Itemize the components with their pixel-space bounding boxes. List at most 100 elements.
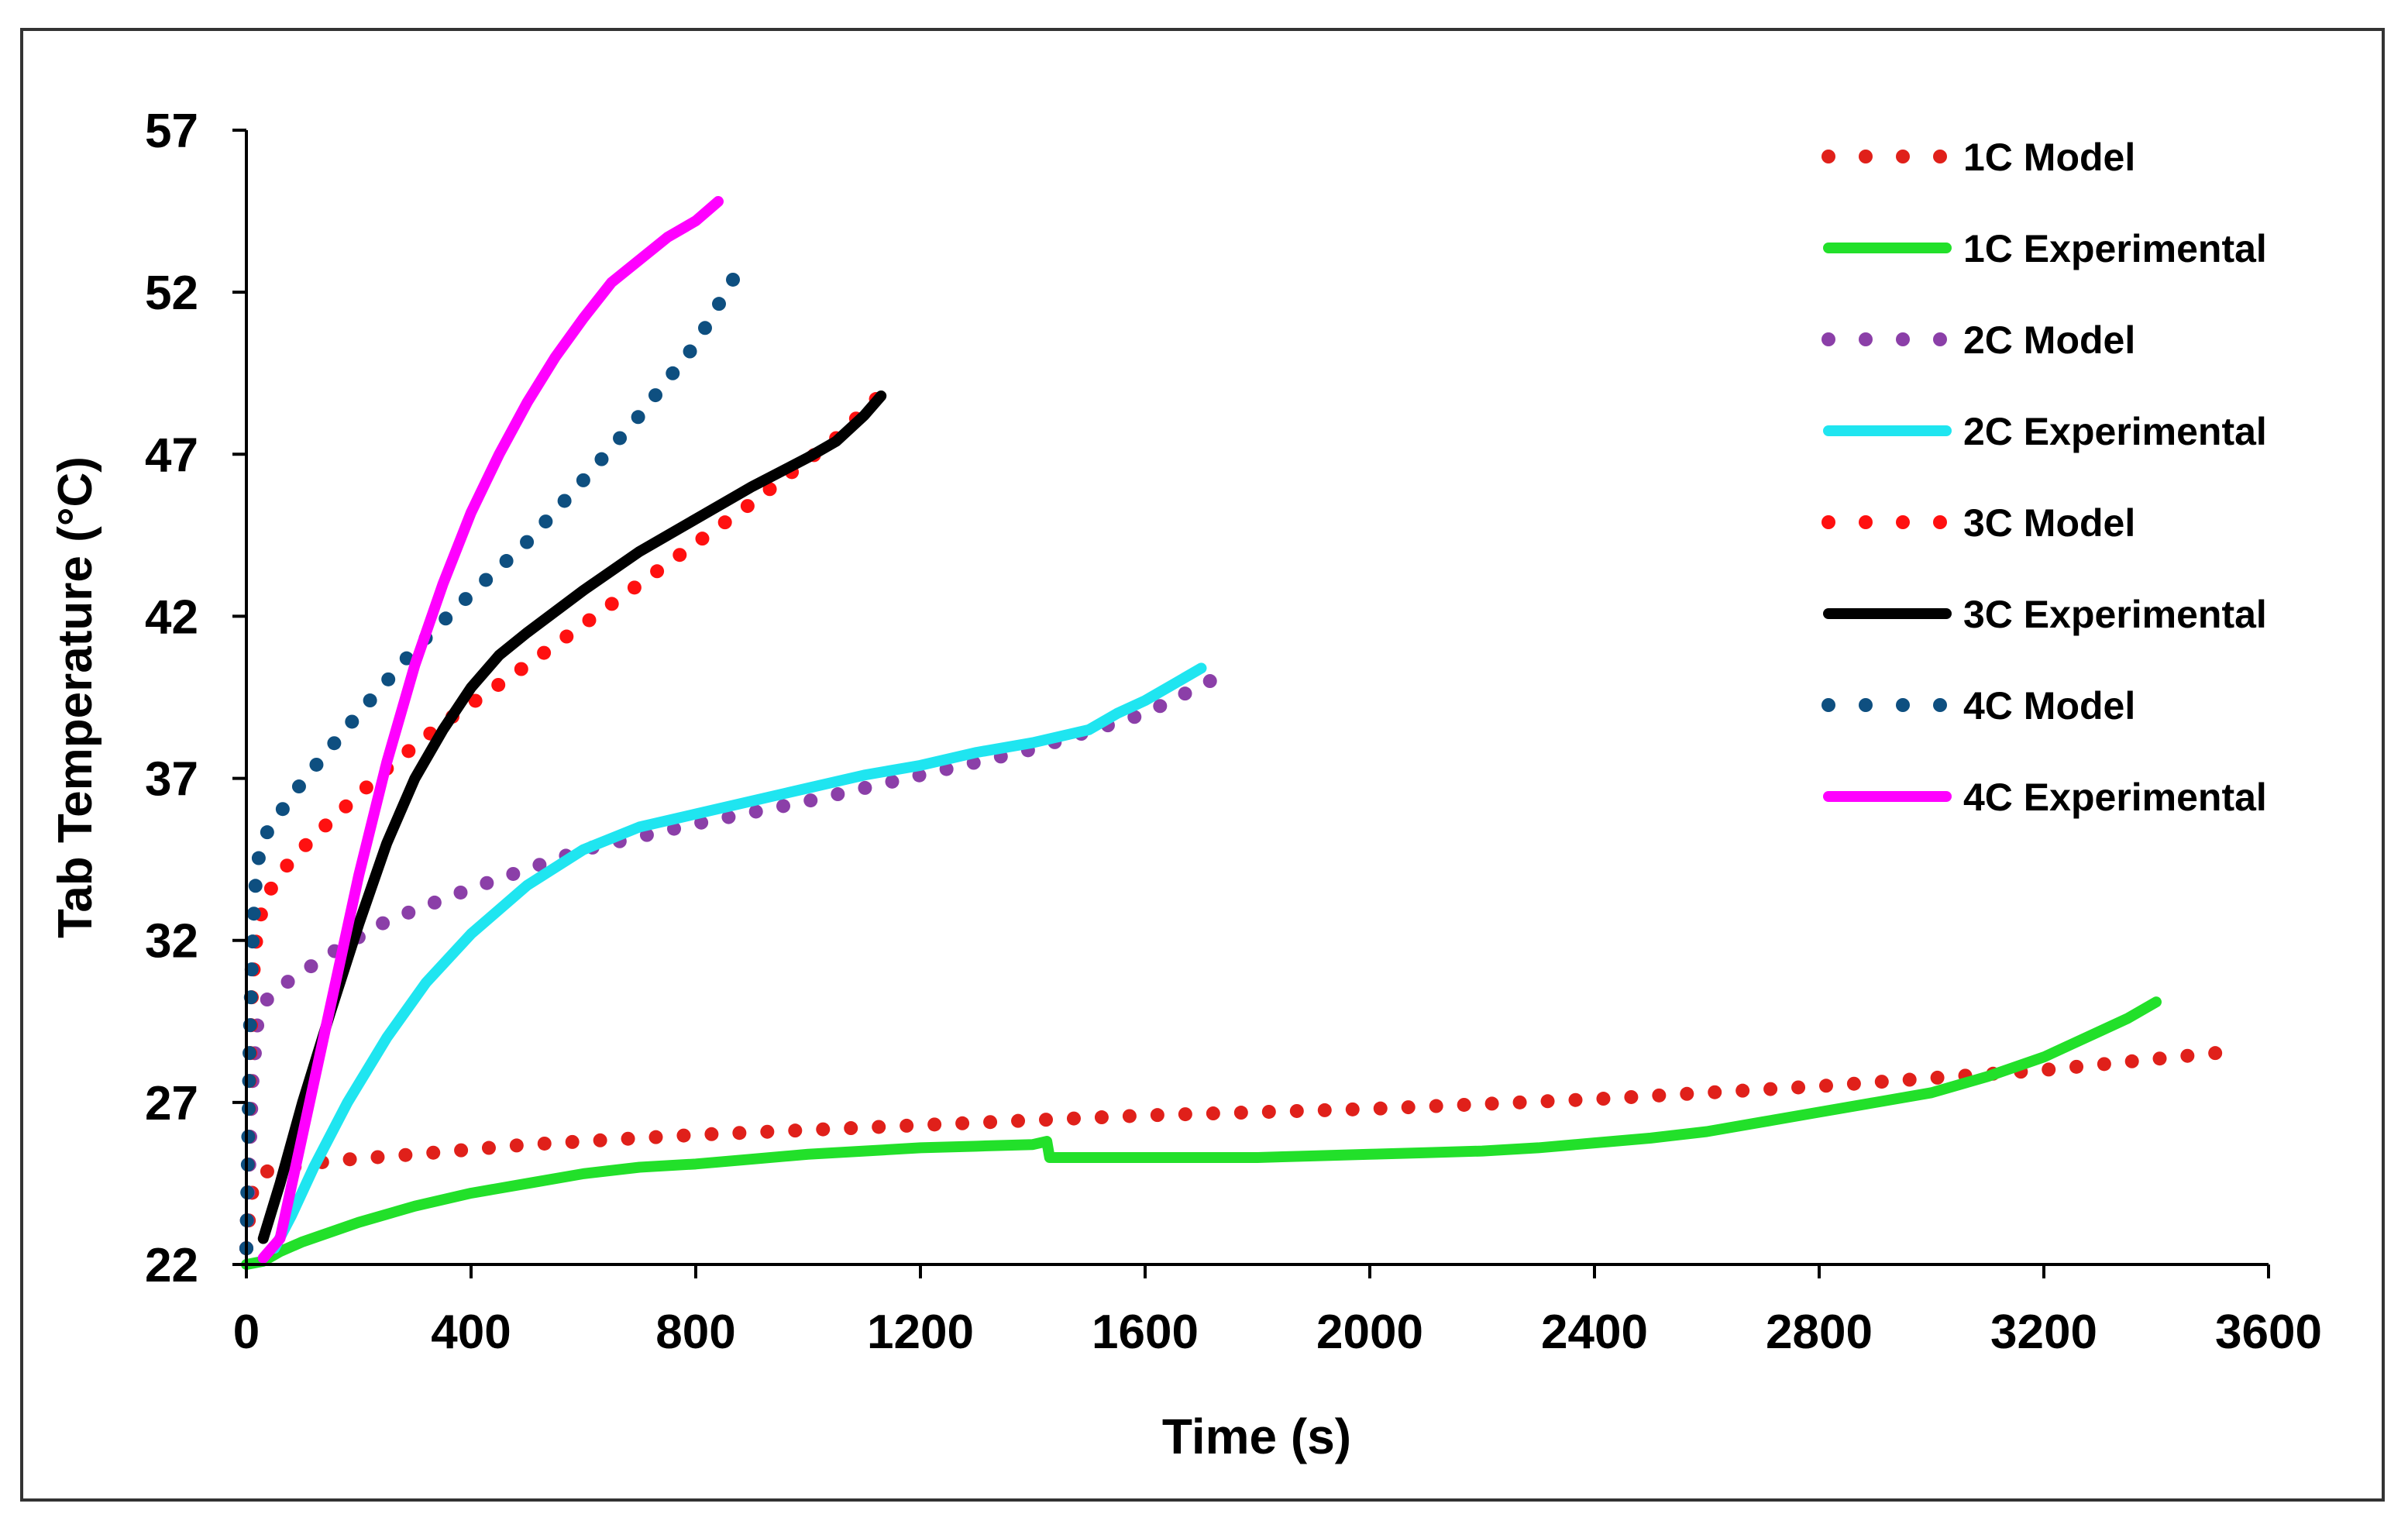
x-ticks: 0 400 800 1200 1600 2000 2400 2800 3200 3600 <box>233 1264 2322 1359</box>
data-point <box>1540 1094 1555 1109</box>
x-tick-label: 0 <box>233 1306 260 1359</box>
data-point <box>694 815 709 830</box>
data-point <box>1233 1106 1248 1120</box>
data-point <box>844 1121 858 1136</box>
data-point <box>712 297 727 311</box>
data-point <box>359 780 373 795</box>
data-point <box>309 757 324 772</box>
data-point <box>339 799 353 814</box>
data-point <box>538 514 553 529</box>
x-tick-label: 400 <box>431 1306 511 1359</box>
data-point <box>246 934 260 949</box>
data-point <box>1680 1086 1694 1101</box>
data-point <box>666 366 680 380</box>
data-point <box>627 580 642 595</box>
legend-label: 3C Model <box>1963 501 2135 545</box>
data-point <box>983 1115 998 1130</box>
data-point <box>1066 1111 1081 1126</box>
data-point <box>762 482 777 497</box>
data-point <box>506 866 521 881</box>
data-point <box>280 858 294 873</box>
data-point <box>1930 1070 1945 1085</box>
legend-item: 1C Model <box>1821 136 2135 179</box>
data-point <box>499 554 514 569</box>
data-point <box>242 1074 256 1089</box>
data-point <box>399 651 414 666</box>
data-point <box>1846 1076 1861 1091</box>
legend-swatch-dot <box>1821 515 1835 529</box>
data-point <box>1345 1102 1360 1116</box>
x-tick-label: 1200 <box>867 1306 974 1359</box>
data-point <box>858 780 872 795</box>
data-point <box>514 662 528 676</box>
legend-swatch-dot <box>1933 332 1947 346</box>
data-point <box>1429 1099 1443 1113</box>
legend-label: 1C Model <box>1963 136 2135 179</box>
data-point <box>454 1143 469 1158</box>
data-point <box>248 879 263 893</box>
x-axis-label: Time (s) <box>1162 1409 1351 1464</box>
data-point <box>1763 1082 1778 1096</box>
data-point <box>243 1046 257 1061</box>
data-point <box>479 573 494 587</box>
data-point <box>298 838 313 852</box>
legend-item: 4C Experimental <box>1823 776 2267 819</box>
data-point <box>2124 1054 2139 1068</box>
data-point <box>872 1120 886 1134</box>
data-point <box>532 858 547 872</box>
y-tick-label: 57 <box>145 105 198 158</box>
data-point <box>275 802 290 817</box>
data-point <box>491 677 506 692</box>
y-tick-label: 52 <box>145 267 198 320</box>
data-point <box>788 1123 803 1138</box>
legend-swatch-dot <box>1896 698 1910 712</box>
legend-swatch-dot <box>1859 698 1873 712</box>
data-point <box>1127 710 1142 724</box>
legend-label: 3C Experimental <box>1963 593 2267 636</box>
data-point <box>2152 1051 2167 1066</box>
y-tick-label: 42 <box>145 590 198 644</box>
chart-frame <box>20 28 2385 1502</box>
data-point <box>246 907 261 921</box>
legend-swatch-dot <box>1821 332 1835 346</box>
legend-label: 2C Experimental <box>1963 410 2267 453</box>
data-point <box>2069 1059 2084 1074</box>
legend-swatch-dot <box>1933 698 1947 712</box>
data-point <box>912 768 927 783</box>
data-point <box>1289 1103 1304 1118</box>
data-point <box>381 672 396 686</box>
legend-swatch-dot <box>1859 515 1873 529</box>
data-point <box>345 714 359 729</box>
legend-swatch-dot <box>1896 150 1910 163</box>
data-point <box>1317 1103 1332 1117</box>
data-point <box>927 1117 942 1132</box>
data-point <box>732 1126 747 1141</box>
legend-swatch-dot <box>1859 332 1873 346</box>
y-tick-label: 32 <box>145 915 198 968</box>
legend: 1C Model 1C Experimental 2C Model 2C Experi… <box>1821 136 2267 819</box>
legend-swatch-dot <box>1896 332 1910 346</box>
data-point <box>885 774 900 789</box>
data-point <box>900 1118 914 1133</box>
data-point <box>2097 1057 2111 1072</box>
data-point <box>697 321 712 335</box>
legend-swatch-dot <box>1821 150 1835 163</box>
legend-item: 3C Model <box>1821 501 2135 545</box>
series-1c-experimental <box>241 996 2162 1270</box>
data-point <box>760 1124 775 1139</box>
y-axis-label: Tab Temperature (°C) <box>49 456 102 938</box>
data-point <box>1596 1092 1611 1106</box>
data-point <box>1261 1104 1276 1119</box>
data-point <box>458 592 473 607</box>
x-tick-label: 3200 <box>1990 1306 2097 1359</box>
data-point <box>453 885 468 900</box>
series-4c-experimental <box>257 196 724 1264</box>
y-tick-label: 37 <box>145 753 198 807</box>
data-point <box>280 975 295 989</box>
x-tick-label: 800 <box>655 1306 735 1359</box>
legend-swatch-dot <box>1933 515 1947 529</box>
data-point <box>1708 1085 1722 1099</box>
data-point <box>537 1136 552 1151</box>
legend-swatch-dot <box>1859 150 1873 163</box>
